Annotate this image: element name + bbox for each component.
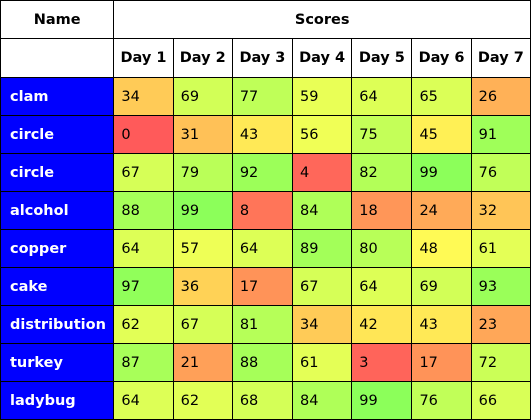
score-cell: 99	[351, 381, 413, 420]
table-row: circle 0 31 43 56 75 45 91	[0, 115, 532, 154]
score-cell: 65	[411, 77, 472, 116]
score-cell: 79	[172, 153, 233, 192]
score-cell: 17	[411, 343, 472, 382]
score-cell: 88	[231, 343, 294, 382]
score-cell: 56	[292, 115, 353, 154]
first-name-cell: alcohol	[0, 191, 115, 230]
score-cell: 18	[351, 191, 413, 230]
score-cell: 72	[470, 343, 532, 382]
table-row: ladybug 64 62 68 84 99 76 66	[0, 381, 532, 420]
table-row: cake 97 36 17 67 64 69 93	[0, 267, 532, 306]
score-cell: 69	[411, 267, 472, 306]
score-cell: 91	[470, 115, 532, 154]
score-cell: 88	[113, 191, 174, 230]
score-cell: 64	[231, 229, 294, 268]
score-cell: 48	[411, 229, 472, 268]
score-cell: 66	[470, 381, 532, 420]
day-header: Day 4	[292, 38, 353, 78]
score-cell: 82	[351, 153, 413, 192]
score-cell: 99	[172, 191, 233, 230]
score-cell: 34	[292, 305, 353, 344]
score-cell: 57	[172, 229, 233, 268]
score-cell: 32	[470, 191, 532, 230]
score-cell: 80	[351, 229, 413, 268]
table-row: distribution 62 67 81 34 42 43 23	[0, 305, 532, 344]
score-cell: 67	[172, 305, 233, 344]
table-row: copper 64 57 64 89 80 48 61	[0, 229, 532, 268]
score-cell: 93	[470, 267, 532, 306]
first-name-cell: cake	[0, 267, 115, 306]
day-header: Day 3	[231, 38, 294, 78]
score-cell: 89	[292, 229, 353, 268]
score-cell: 4	[292, 153, 353, 192]
first-name-cell: circle	[0, 115, 115, 154]
score-cell: 92	[231, 153, 294, 192]
first-name-cell: circle	[0, 153, 115, 192]
score-cell: 34	[113, 77, 174, 116]
first-name-cell: clam	[0, 77, 115, 116]
score-cell: 76	[411, 381, 472, 420]
score-cell: 62	[172, 381, 233, 420]
header-row-days: First Name Day 1 Day 2 Day 3 Day 4 Day 5…	[0, 38, 532, 78]
table-row: alcohol 88 99 8 84 18 24 32	[0, 191, 532, 230]
score-cell: 42	[351, 305, 413, 344]
score-cell: 17	[231, 267, 294, 306]
score-cell: 64	[113, 381, 174, 420]
score-cell: 67	[113, 153, 174, 192]
score-cell: 43	[411, 305, 472, 344]
table-row: turkey 87 21 88 61 3 17 72	[0, 343, 532, 382]
score-cell: 64	[351, 267, 413, 306]
score-cell: 61	[470, 229, 532, 268]
score-cell: 76	[470, 153, 532, 192]
score-cell: 31	[172, 115, 233, 154]
score-cell: 69	[172, 77, 233, 116]
score-cell: 77	[231, 77, 294, 116]
day-header: Day 2	[172, 38, 233, 78]
day-header: Day 5	[351, 38, 413, 78]
score-cell: 21	[172, 343, 233, 382]
score-cell: 64	[113, 229, 174, 268]
first-name-header: First Name	[0, 38, 115, 78]
score-cell: 68	[231, 381, 294, 420]
table-row: circle 67 79 92 4 82 99 76	[0, 153, 532, 192]
day-header: Day 7	[470, 38, 532, 78]
day-header: Day 1	[113, 38, 174, 78]
score-cell: 97	[113, 267, 174, 306]
score-cell: 84	[292, 191, 353, 230]
score-cell: 45	[411, 115, 472, 154]
score-cell: 75	[351, 115, 413, 154]
first-name-cell: turkey	[0, 343, 115, 382]
score-cell: 62	[113, 305, 174, 344]
score-cell: 84	[292, 381, 353, 420]
score-cell: 26	[470, 77, 532, 116]
first-name-cell: copper	[0, 229, 115, 268]
score-cell: 24	[411, 191, 472, 230]
name-header: Name	[0, 0, 115, 39]
score-cell: 43	[231, 115, 294, 154]
score-cell: 36	[172, 267, 233, 306]
score-cell: 67	[292, 267, 353, 306]
score-cell: 61	[292, 343, 353, 382]
score-cell: 8	[231, 191, 294, 230]
header-row-top: Name Scores	[0, 0, 531, 39]
score-cell: 0	[113, 115, 174, 154]
score-cell: 87	[113, 343, 174, 382]
score-cell: 23	[470, 305, 532, 344]
day-header: Day 6	[411, 38, 472, 78]
score-cell: 59	[292, 77, 353, 116]
score-cell: 81	[231, 305, 294, 344]
score-cell: 3	[351, 343, 413, 382]
table-row: clam 34 69 77 59 64 65 26	[0, 77, 532, 116]
score-cell: 64	[351, 77, 413, 116]
first-name-cell: ladybug	[0, 381, 115, 420]
first-name-cell: distribution	[0, 305, 115, 344]
scores-header: Scores	[113, 0, 531, 39]
score-cell: 99	[411, 153, 472, 192]
